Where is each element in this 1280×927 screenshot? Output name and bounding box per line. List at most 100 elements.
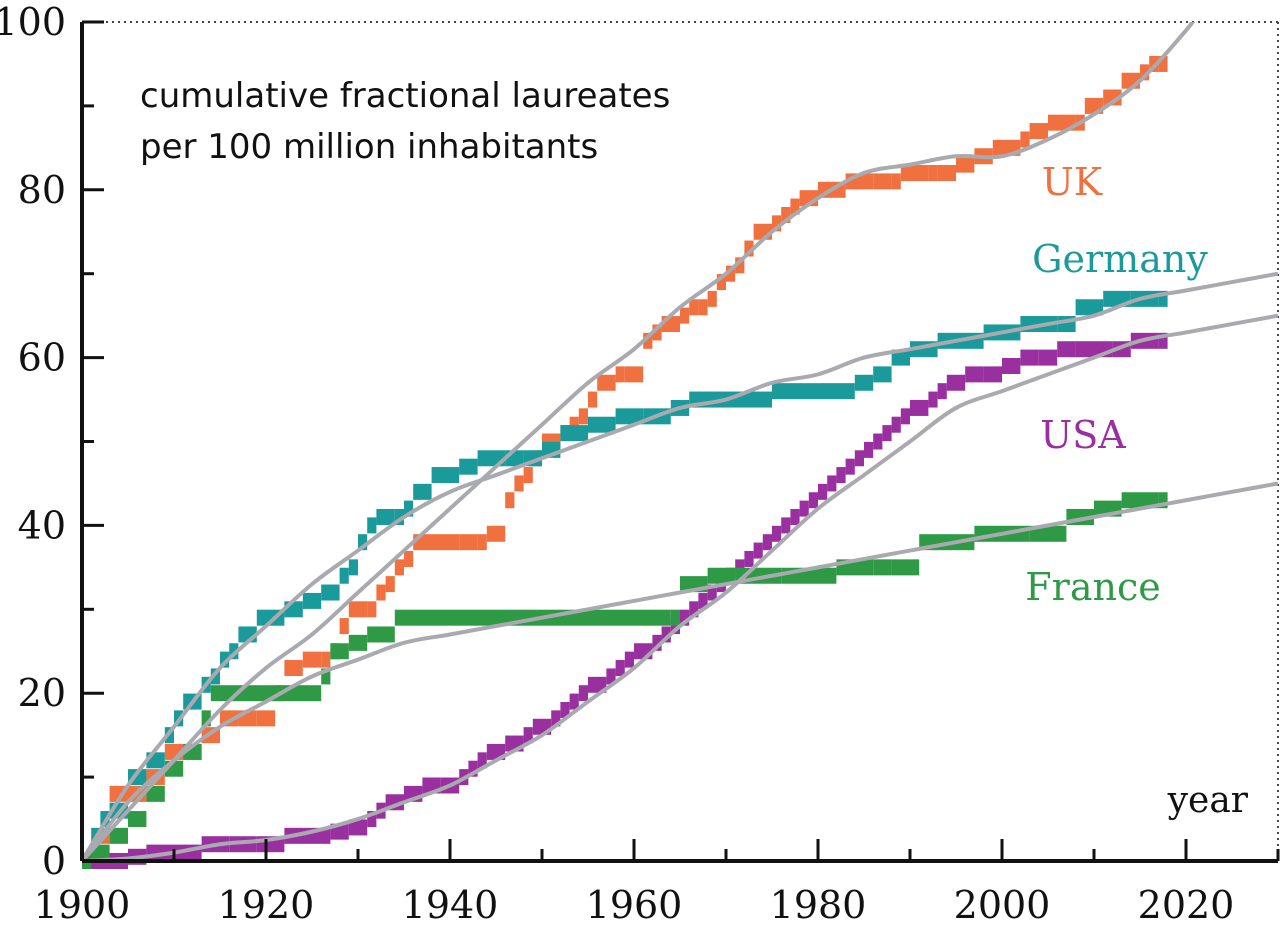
step-mark-germany — [615, 408, 644, 425]
step-mark-usa — [753, 542, 763, 559]
step-mark-usa — [799, 500, 809, 517]
fit-curve-uk — [82, 22, 1196, 863]
step-mark-germany — [367, 517, 377, 534]
series-label-france: France — [1025, 565, 1160, 609]
step-mark-uk — [348, 601, 368, 618]
step-mark-usa — [845, 458, 855, 475]
step-mark-france — [891, 559, 920, 576]
x-tick-label: 1940 — [402, 883, 499, 927]
step-mark-usa — [689, 601, 699, 618]
fit-curves-group — [82, 22, 1278, 863]
step-mark-uk — [781, 206, 791, 223]
step-mark-usa — [882, 425, 892, 442]
step-mark-germany — [256, 609, 266, 626]
step-mark-usa — [468, 760, 478, 777]
step-mark-uk — [578, 408, 588, 425]
step-mark-france — [1029, 525, 1067, 542]
step-mark-usa — [744, 550, 754, 567]
step-mark-usa — [873, 433, 883, 450]
step-mark-uk — [661, 316, 680, 333]
step-mark-usa — [762, 534, 772, 551]
step-mark-usa — [588, 676, 607, 693]
step-mark-uk — [404, 550, 414, 567]
step-mark-germany — [818, 383, 855, 400]
step-mark-usa — [1057, 341, 1076, 358]
step-mark-usa — [578, 685, 588, 702]
step-mark-uk — [744, 240, 754, 257]
step-mark-usa — [707, 584, 717, 601]
x-tick-label: 2000 — [954, 883, 1051, 927]
step-mark-uk — [680, 307, 690, 324]
step-mark-usa — [680, 609, 690, 626]
step-mark-germany — [404, 500, 414, 517]
step-mark-usa — [910, 399, 929, 416]
step-mark-germany — [229, 643, 239, 660]
step-mark-usa — [928, 391, 938, 408]
y-tick-label: 20 — [18, 671, 66, 715]
step-mark-uk — [1048, 114, 1076, 131]
step-mark-usa — [790, 509, 800, 526]
step-mark-germany — [1075, 299, 1104, 316]
step-mark-usa — [477, 752, 487, 769]
step-mark-usa — [624, 651, 634, 668]
step-mark-usa — [946, 374, 966, 391]
step-mark-germany — [220, 651, 230, 668]
step-mark-uk — [772, 215, 782, 232]
step-mark-uk — [302, 651, 322, 668]
step-mark-usa — [661, 626, 671, 643]
step-mark-uk — [615, 366, 625, 383]
step-mark-uk — [735, 257, 745, 274]
step-mark-uk — [900, 165, 929, 182]
step-mark-usa — [523, 727, 533, 744]
step-mark-germany — [891, 349, 910, 366]
step-mark-france — [394, 609, 450, 626]
y-tick-label: 80 — [18, 168, 66, 212]
step-mark-usa — [1038, 349, 1058, 366]
step-mark-germany — [560, 425, 588, 442]
step-mark-usa — [983, 366, 1002, 383]
step-mark-germany — [321, 584, 340, 601]
step-mark-france — [707, 567, 736, 584]
step-mark-usa — [367, 811, 377, 828]
step-mark-usa — [634, 643, 653, 660]
step-mark-uk — [1029, 123, 1048, 140]
step-series-group — [82, 55, 1168, 869]
fit-curve-usa — [82, 313, 1278, 863]
step-mark-uk — [1149, 55, 1159, 72]
step-mark-usa — [836, 467, 846, 484]
step-mark-germany — [339, 567, 349, 584]
step-mark-uk — [486, 525, 506, 542]
step-mark-usa — [818, 483, 828, 500]
step-mark-uk — [643, 332, 653, 349]
x-tick-label: 1960 — [586, 883, 683, 927]
y-tick-label: 100 — [0, 0, 66, 44]
step-mark-france — [450, 609, 496, 626]
step-mark-uk — [588, 391, 598, 408]
series-france — [82, 492, 1168, 869]
step-mark-uk — [413, 534, 460, 551]
step-mark-usa — [652, 634, 662, 651]
step-mark-france — [321, 668, 331, 685]
step-mark-france — [1121, 492, 1159, 509]
x-tick-label: 1920 — [218, 883, 315, 927]
step-mark-germany — [358, 534, 368, 551]
step-mark-france — [873, 559, 892, 576]
step-mark-usa — [551, 710, 561, 727]
step-mark-uk — [514, 475, 524, 492]
y-tick-label: 40 — [18, 503, 66, 547]
step-mark-uk — [385, 576, 395, 593]
step-mark-uk — [928, 165, 938, 182]
step-mark-france — [146, 785, 165, 802]
step-mark-germany — [873, 366, 892, 383]
step-mark-germany — [726, 391, 772, 408]
step-mark-usa — [965, 366, 984, 383]
y-tick-label: 0 — [42, 839, 66, 883]
step-mark-germany — [413, 483, 432, 500]
series-label-germany: Germany — [1032, 237, 1208, 281]
step-mark-france — [588, 609, 634, 626]
step-mark-usa — [891, 416, 901, 433]
step-mark-usa — [569, 693, 579, 710]
plot-frame — [82, 21, 1279, 861]
